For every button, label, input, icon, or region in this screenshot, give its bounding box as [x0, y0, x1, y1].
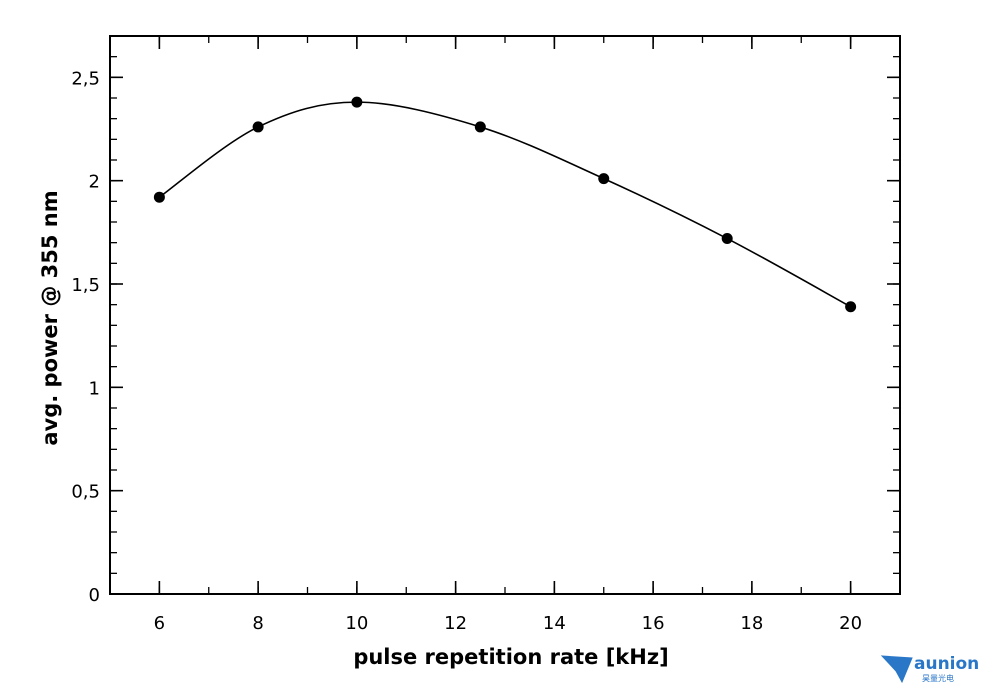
data-point	[598, 173, 610, 185]
x-tick-label: 6	[154, 613, 165, 634]
data-point	[153, 191, 165, 203]
x-tick-label: 12	[444, 613, 467, 634]
x-axis-title: pulse repetition rate [kHz]	[353, 645, 668, 669]
y-tick-label: 2,5	[71, 68, 100, 89]
y-tick-label: 2	[89, 172, 100, 193]
x-tick-label: 16	[642, 613, 665, 634]
minor-ticks	[109, 35, 901, 595]
logo-subtitle: 昊量光电	[922, 673, 954, 683]
data-point	[845, 301, 857, 313]
x-tick-label: 10	[345, 613, 368, 634]
data-point	[474, 121, 486, 133]
series-line	[158, 101, 852, 308]
data-points	[153, 96, 857, 313]
y-tick-label: 1	[89, 378, 100, 399]
data-point	[252, 121, 264, 133]
y-tick-labels: 0 0,5 1 1,5 2 2,5	[71, 68, 100, 606]
plot-frame	[109, 35, 901, 595]
x-tick-label: 14	[543, 613, 566, 634]
x-tick-labels: 6 8 10 12 14 16 18 20	[154, 613, 862, 634]
x-tick-label: 18	[740, 613, 763, 634]
major-ticks	[110, 36, 900, 595]
data-point	[721, 233, 733, 245]
data-point	[351, 96, 363, 108]
paper-plane-icon	[880, 655, 913, 684]
logo-text: aunion	[914, 654, 979, 674]
y-axis-title: avg. power @ 355 nm	[38, 190, 62, 445]
y-tick-label: 1,5	[71, 275, 100, 296]
x-tick-label: 8	[252, 613, 263, 634]
y-tick-label: 0,5	[71, 482, 100, 503]
logo: aunion 昊量光电	[880, 654, 979, 684]
x-tick-label: 20	[839, 613, 862, 634]
y-tick-label: 0	[89, 585, 100, 606]
